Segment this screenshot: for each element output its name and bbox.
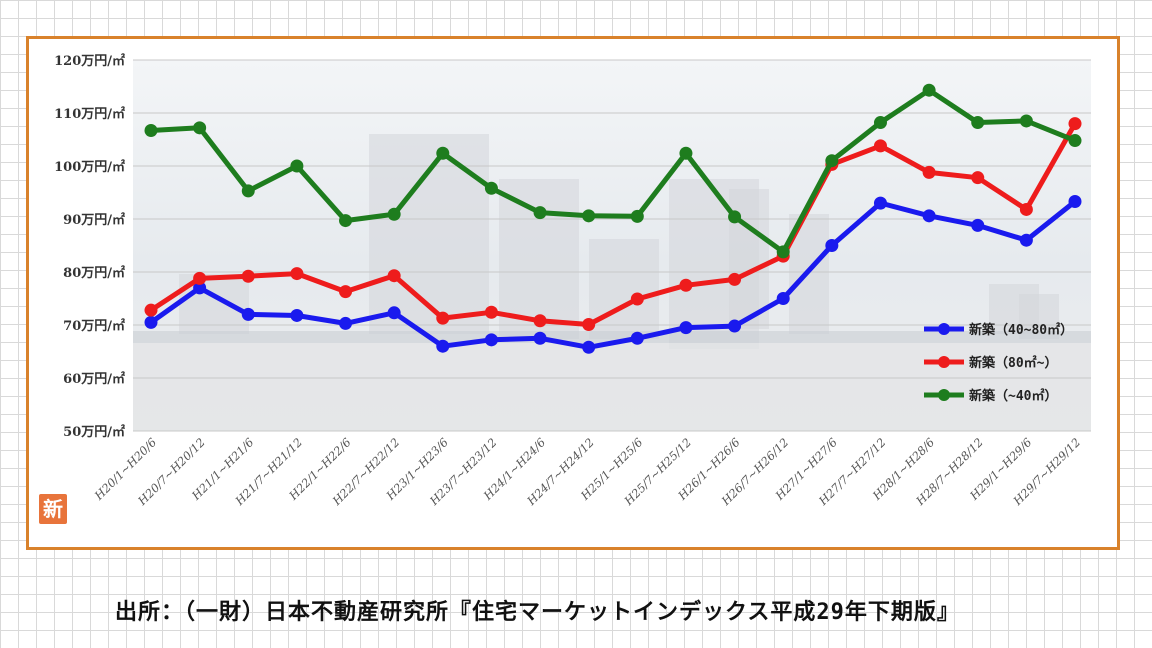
data-point-series-2 bbox=[971, 171, 985, 185]
y-tick-label: 100万円/㎡ bbox=[54, 159, 125, 175]
series-line-1 bbox=[148, 199, 1078, 350]
line-chart: 50万円/㎡ 60万円/㎡ 70万円/㎡ 80万円/㎡ 90万円/㎡ 100万円/㎡ 110… bbox=[54, 53, 1091, 509]
data-point-series-1 bbox=[533, 331, 547, 345]
legend-label-1: 新築（40~80㎡） bbox=[969, 322, 1073, 338]
data-point-series-3 bbox=[1019, 114, 1033, 128]
data-point-series-1 bbox=[144, 315, 158, 329]
legend-label-2: 新築（80㎡~） bbox=[969, 355, 1057, 371]
data-point-series-3 bbox=[1068, 134, 1082, 148]
data-point-series-3 bbox=[971, 116, 985, 130]
data-point-series-3 bbox=[825, 154, 839, 168]
data-series bbox=[144, 83, 1082, 354]
series-line-3 bbox=[148, 87, 1078, 255]
data-point-series-2 bbox=[290, 267, 304, 281]
data-point-series-3 bbox=[533, 206, 547, 220]
data-point-series-2 bbox=[387, 269, 401, 283]
data-point-series-3 bbox=[241, 184, 255, 198]
background-bridge bbox=[133, 331, 1091, 343]
chart-frame: 50万円/㎡ 60万円/㎡ 70万円/㎡ 80万円/㎡ 90万円/㎡ 100万円/㎡ 110… bbox=[26, 36, 1120, 550]
y-tick-label: 120万円/㎡ bbox=[54, 53, 125, 69]
data-point-series-1 bbox=[1068, 195, 1082, 209]
data-point-series-2 bbox=[728, 272, 742, 286]
data-point-series-2 bbox=[922, 165, 936, 179]
background-building bbox=[589, 239, 659, 339]
data-point-series-1 bbox=[339, 316, 353, 330]
data-point-series-1 bbox=[387, 306, 401, 320]
legend-label-3: 新築（~40㎡） bbox=[969, 388, 1057, 404]
source-caption: 出所：（一財）日本不動産研究所『住宅マーケットインデックス平成29年下期版』 bbox=[115, 600, 960, 625]
y-tick-label: 70万円/㎡ bbox=[63, 318, 125, 334]
y-tick-label: 110万円/㎡ bbox=[54, 106, 125, 122]
data-point-series-3 bbox=[679, 146, 693, 160]
series-line-2 bbox=[148, 121, 1078, 327]
data-point-series-3 bbox=[922, 83, 936, 97]
background-road bbox=[133, 343, 1091, 431]
data-point-series-1 bbox=[728, 319, 742, 333]
new-badge: 新 bbox=[39, 494, 67, 524]
data-point-series-1 bbox=[825, 239, 839, 252]
data-point-series-1 bbox=[776, 292, 790, 305]
y-tick-label: 90万円/㎡ bbox=[63, 212, 125, 228]
data-point-series-1 bbox=[679, 321, 693, 335]
data-point-series-2 bbox=[679, 278, 693, 292]
data-point-series-1 bbox=[1019, 233, 1033, 247]
data-point-series-2 bbox=[436, 311, 450, 325]
data-point-series-2 bbox=[1068, 117, 1082, 131]
plot-background bbox=[133, 60, 1091, 431]
data-point-series-2 bbox=[144, 303, 158, 317]
data-point-series-1 bbox=[630, 331, 644, 345]
legend-marker-1 bbox=[938, 323, 950, 335]
data-point-series-3 bbox=[387, 207, 401, 221]
data-point-series-1 bbox=[193, 281, 207, 295]
data-point-series-1 bbox=[582, 340, 596, 354]
y-tick-label: 60万円/㎡ bbox=[63, 371, 125, 387]
data-point-series-3 bbox=[290, 159, 304, 173]
background-building bbox=[499, 179, 579, 339]
x-axis-ticks: H20/1~H20/6H20/7~H20/12H21/1~H21/6H21/7~… bbox=[91, 435, 1083, 508]
data-point-series-2 bbox=[630, 292, 644, 306]
data-point-series-1 bbox=[922, 209, 936, 223]
legend: 新築（40~80㎡） 新築（80㎡~） 新築（~40㎡） bbox=[924, 322, 1073, 404]
data-point-series-1 bbox=[436, 339, 450, 353]
data-point-series-1 bbox=[241, 307, 255, 321]
y-tick-label: 50万円/㎡ bbox=[63, 424, 125, 440]
data-point-series-1 bbox=[484, 333, 498, 347]
y-axis-ticks: 50万円/㎡ 60万円/㎡ 70万円/㎡ 80万円/㎡ 90万円/㎡ 100万円/㎡ 110… bbox=[54, 53, 125, 440]
data-point-series-2 bbox=[241, 269, 255, 283]
data-point-series-3 bbox=[728, 210, 742, 224]
data-point-series-3 bbox=[484, 181, 498, 195]
data-point-series-2 bbox=[582, 317, 596, 331]
data-point-series-2 bbox=[484, 305, 498, 319]
data-point-series-1 bbox=[290, 308, 304, 322]
data-point-series-1 bbox=[873, 196, 887, 210]
data-point-series-2 bbox=[1019, 202, 1033, 216]
data-point-series-2 bbox=[339, 285, 353, 299]
data-point-series-1 bbox=[971, 218, 985, 232]
data-point-series-3 bbox=[144, 123, 158, 137]
data-point-series-3 bbox=[582, 209, 596, 223]
data-point-series-3 bbox=[193, 121, 207, 135]
data-point-series-3 bbox=[436, 146, 450, 160]
data-point-series-2 bbox=[533, 314, 547, 328]
legend-marker-3 bbox=[938, 389, 950, 401]
y-tick-label: 80万円/㎡ bbox=[63, 265, 125, 281]
data-point-series-2 bbox=[193, 271, 207, 285]
data-point-series-3 bbox=[630, 209, 644, 223]
data-point-series-3 bbox=[873, 116, 887, 130]
data-point-series-3 bbox=[776, 245, 790, 259]
legend-marker-2 bbox=[938, 356, 950, 368]
data-point-series-3 bbox=[339, 214, 353, 228]
data-point-series-2 bbox=[873, 139, 887, 153]
